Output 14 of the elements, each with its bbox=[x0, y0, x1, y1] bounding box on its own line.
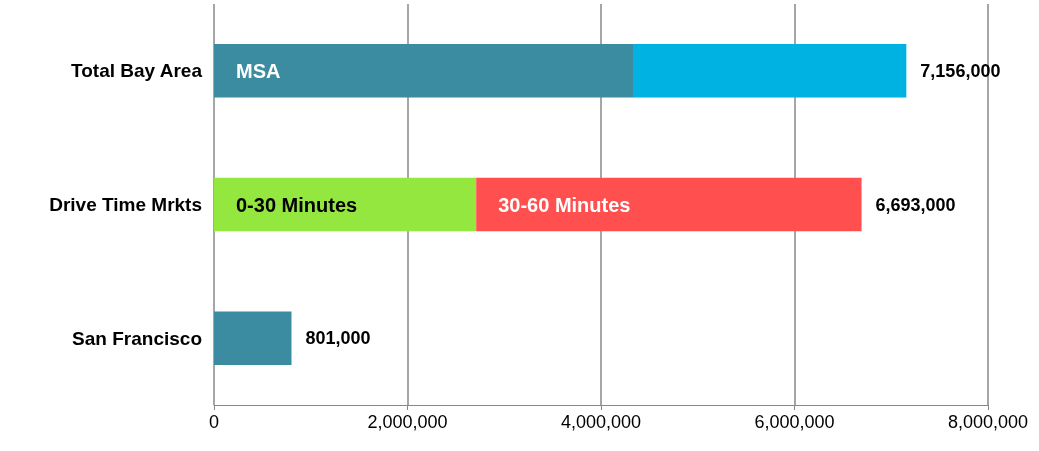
total-label: 6,693,000 bbox=[875, 194, 956, 215]
x-tick-label: 0 bbox=[208, 412, 220, 432]
x-tick-label: 2,000,000 bbox=[367, 412, 448, 432]
total-label: 801,000 bbox=[305, 328, 371, 349]
series-label: MSA bbox=[236, 59, 281, 82]
y-tick-label: San Francisco bbox=[72, 327, 202, 349]
y-tick-label: Drive Time Mrkts bbox=[49, 194, 202, 215]
y-tick-label: Total Bay Area bbox=[71, 60, 203, 82]
x-tick-label: 6,000,000 bbox=[754, 412, 835, 432]
x-tick-label: 4,000,000 bbox=[560, 412, 642, 432]
x-tick-label: 8,000,000 bbox=[947, 412, 1029, 432]
total-label: 7,156,000 bbox=[920, 60, 1001, 81]
series-label: 0-30 Minutes bbox=[236, 193, 358, 216]
series-label: 30-60 Minutes bbox=[498, 193, 631, 216]
